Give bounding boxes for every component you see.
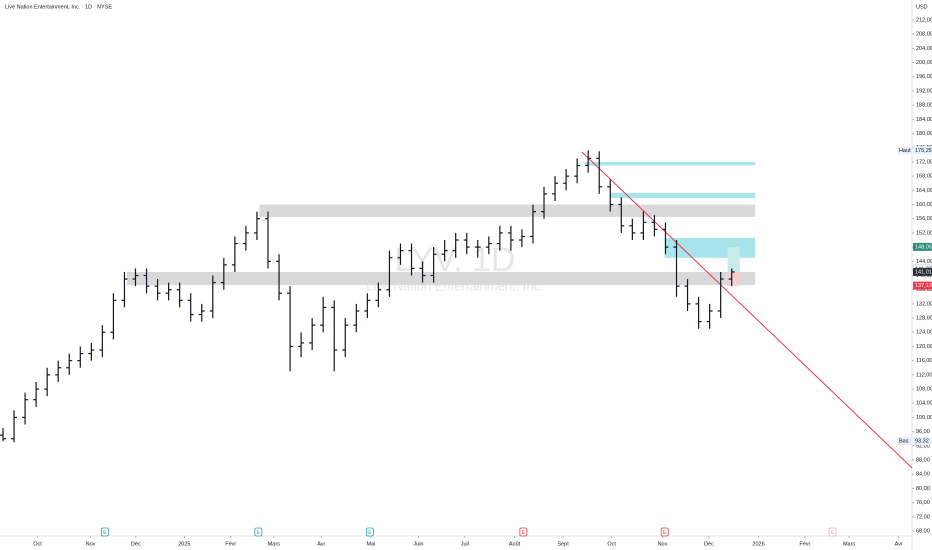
y-tick-label: 104,00 [916, 401, 932, 407]
y-tick-label: 76,00 [916, 500, 930, 506]
x-tick-label: Oct [33, 541, 42, 547]
x-tick-label: Févr [225, 541, 236, 547]
zone [126, 271, 756, 286]
tag-name-bg [897, 437, 912, 446]
earnings-label: E [368, 530, 372, 536]
y-tick-label: 208,00 [916, 32, 932, 38]
zone [259, 204, 756, 217]
zone [727, 247, 740, 272]
tag-name: Bas [899, 439, 909, 445]
x-tick-label: Avr [895, 541, 903, 547]
x-tick-label: Nov [86, 541, 96, 547]
y-tick-label: 140,00 [916, 273, 932, 279]
y-tick-label: 156,00 [916, 216, 932, 222]
y-tick-label: 88,00 [916, 457, 930, 463]
price-tag-label: 141,01 [915, 269, 932, 275]
tag-name-bg [897, 146, 912, 155]
earnings-label: E [663, 530, 667, 536]
y-tick-label: 172,00 [916, 159, 932, 165]
earnings-marker [365, 527, 374, 537]
x-tick-label: Juin [413, 541, 423, 547]
y-tick-label: 160,00 [916, 202, 932, 208]
chart-title: Live Nation Entertainment, Inc. · 1D · N… [5, 4, 112, 10]
y-tick-label: 212,00 [916, 17, 932, 23]
y-tick-label: 204,00 [916, 46, 932, 52]
earnings-label: E [103, 530, 107, 536]
zone [610, 192, 756, 199]
earnings-marker [254, 527, 263, 537]
earnings-marker [100, 527, 109, 537]
x-tick-label: Sept [557, 541, 569, 547]
x-tick-label: 2026 [752, 541, 764, 547]
y-tick-label: 96,00 [916, 429, 930, 435]
y-tick-label: 72,00 [916, 514, 930, 520]
y-tick-label: 124,00 [916, 330, 932, 336]
y-tick-label: 116,00 [916, 358, 932, 364]
earnings-marker [660, 527, 669, 537]
y-tick-label: 196,00 [916, 74, 932, 80]
zone [664, 237, 756, 258]
y-tick-label: 192,00 [916, 88, 932, 94]
tag-name: Haut [899, 148, 911, 154]
y-tick-label: 92,00 [916, 443, 930, 449]
currency: USD [916, 4, 928, 10]
earnings-label: E [257, 530, 261, 536]
x-tick-label: Oct [607, 541, 616, 547]
earnings-label: E [522, 530, 526, 536]
y-tick-label: 188,00 [916, 103, 932, 109]
x-tick-label: Juil [461, 541, 469, 547]
price-tag [913, 146, 932, 155]
y-tick-label: 168,00 [916, 174, 932, 180]
y-tick-label: 144,00 [916, 259, 932, 265]
y-tick-label: 152,00 [916, 230, 932, 236]
y-tick-label: 68,00 [916, 528, 930, 534]
x-tick-label: Avr [317, 541, 325, 547]
y-tick-label: 184,00 [916, 117, 932, 123]
earnings-marker [519, 527, 528, 537]
price-tag [913, 437, 932, 446]
x-tick-label: Mai [367, 541, 376, 547]
y-tick-label: 136,00 [916, 287, 932, 293]
y-tick-label: 180,00 [916, 131, 932, 137]
price-tag-label: 93,32 [915, 439, 929, 445]
earnings-marker [828, 527, 837, 537]
y-tick-label: 164,00 [916, 188, 932, 194]
x-tick-label: Déc [704, 541, 714, 547]
earnings-label: E [831, 530, 835, 536]
price-tag-label: 148,05 [915, 244, 932, 250]
zone [727, 271, 740, 286]
x-tick-label: Févr [799, 541, 810, 547]
y-tick-label: 80,00 [916, 486, 930, 492]
price-tag [913, 242, 932, 251]
price-tag [913, 267, 932, 276]
x-tick-label: Nov [658, 541, 668, 547]
y-tick-label: 112,00 [916, 372, 932, 378]
y-tick-label: 132,00 [916, 301, 932, 307]
trend-line [581, 151, 913, 469]
y-tick-label: 120,00 [916, 344, 932, 350]
zone [585, 161, 756, 166]
x-tick-label: Août [509, 541, 521, 547]
price-tag [913, 281, 932, 290]
price-tag-label: 175,25 [915, 148, 932, 154]
x-tick-label: 2025 [178, 541, 190, 547]
x-tick-label: Mars [268, 541, 280, 547]
y-tick-label: 200,00 [916, 60, 932, 66]
x-tick-label: Mars [843, 541, 855, 547]
y-tick-label: 84,00 [916, 472, 930, 478]
y-tick-label: 108,00 [916, 387, 932, 393]
price-tag-label: 137,13 [915, 283, 932, 289]
y-tick-label: 128,00 [916, 316, 932, 322]
y-tick-label: 100,00 [916, 415, 932, 421]
x-tick-label: Déc [131, 541, 141, 547]
